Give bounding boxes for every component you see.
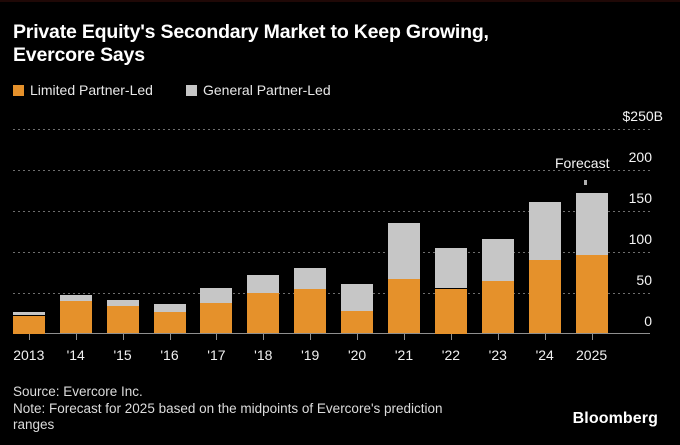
bar-'21-gp-segment — [388, 223, 420, 279]
axis-tick-2013 — [28, 334, 30, 340]
bar-2025-lp-segment — [575, 254, 608, 334]
x-axis-label-'20: '20 — [347, 347, 367, 363]
axis-tick-'18 — [263, 334, 265, 340]
y-axis-label-250: $250B — [622, 107, 663, 124]
bar-'24-lp-segment — [528, 259, 561, 334]
chart-title: Private Equity's Secondary Market to Kee… — [13, 21, 653, 67]
axis-tick-'20 — [357, 334, 359, 340]
x-axis-label-'15: '15 — [113, 347, 132, 363]
axis-tick-'24 — [544, 334, 546, 340]
lp-legend-swatch — [13, 84, 24, 96]
bar-'17-gp-segment — [200, 287, 233, 304]
chart-title-line-2: Evercore Says — [13, 44, 145, 66]
gridline-150 — [13, 210, 650, 212]
chart-title-line-1: Private Equity's Secondary Market to Kee… — [13, 21, 489, 43]
legend-item-gp: General Partner-Led — [186, 82, 331, 98]
bar-'16-gp-segment — [153, 304, 186, 313]
bar-'14-gp-segment — [59, 295, 92, 301]
bar-'18-gp-segment — [247, 274, 280, 294]
gridline-50 — [13, 292, 650, 294]
bar-'22-lp-segment — [434, 288, 467, 334]
x-axis-label-'23: '23 — [488, 347, 507, 363]
bar-'14-lp-segment — [59, 300, 92, 334]
bar-'22-gp-segment — [434, 248, 467, 289]
bar-'21-lp-segment — [388, 278, 420, 334]
axis-tick-'19 — [310, 334, 312, 340]
x-axis-label-'21: '21 — [394, 347, 414, 363]
axis-tick-'15 — [122, 334, 124, 340]
y-axis-label-50: 50 — [636, 271, 652, 288]
axis-tick-2025 — [591, 334, 593, 340]
bloomberg-logo: Bloomberg — [572, 410, 658, 427]
gridline-200 — [13, 169, 650, 171]
axis-tick-'21 — [404, 334, 405, 340]
x-axis-label-2013: 2013 — [13, 347, 45, 363]
gp-legend-swatch — [186, 84, 197, 96]
axis-tick-'23 — [497, 334, 499, 340]
bar-'16-lp-segment — [153, 312, 186, 334]
gp-legend-label: General Partner-Led — [203, 82, 331, 98]
source-note-block: Source: Evercore Inc. Note: Forecast for… — [13, 384, 473, 434]
bar-'23-lp-segment — [481, 281, 514, 334]
top-edge-strip — [0, 0, 680, 2]
bar-'23-gp-segment — [481, 239, 514, 282]
bar-2013-lp-segment — [12, 315, 45, 334]
axis-tick-'16 — [169, 334, 171, 340]
bar-'20-lp-segment — [341, 310, 374, 334]
gridline-250 — [13, 128, 650, 130]
bar-'18-lp-segment — [247, 293, 280, 334]
x-axis-label-'18: '18 — [254, 347, 273, 363]
bar-'15-lp-segment — [106, 305, 139, 334]
x-axis-label-'16: '16 — [160, 347, 179, 363]
bar-'19-gp-segment — [294, 268, 327, 290]
forecast-label: Forecast — [552, 155, 613, 171]
bar-'24-gp-segment — [528, 201, 561, 260]
x-axis-label-2025: 2025 — [576, 347, 608, 363]
x-axis-baseline — [13, 333, 650, 334]
x-axis-label-'19: '19 — [301, 347, 320, 363]
bar-2025-gp-segment — [575, 192, 608, 255]
axis-tick-'17 — [216, 334, 218, 340]
x-axis-label-'24: '24 — [535, 347, 554, 363]
axis-tick-'14 — [75, 334, 77, 340]
lp-legend-label: Limited Partner-Led — [30, 82, 153, 98]
bar-2013-gp-segment — [12, 312, 45, 316]
source-text: Source: Evercore Inc. — [13, 384, 143, 399]
note-text: Note: Forecast for 2025 based on the mid… — [13, 400, 443, 433]
axis-tick-'22 — [450, 334, 452, 340]
bar-'17-lp-segment — [200, 303, 233, 334]
forecast-tick-mark — [584, 180, 587, 185]
legend-item-lp: Limited Partner-Led — [13, 82, 153, 98]
x-axis-label-'17: '17 — [207, 347, 226, 363]
y-axis-label-100: 100 — [628, 230, 652, 247]
bar-'19-lp-segment — [294, 289, 327, 334]
y-axis-label-0: 0 — [644, 312, 652, 329]
x-axis-label-'22: '22 — [441, 347, 461, 363]
y-axis-label-200: 200 — [628, 148, 652, 165]
y-axis-label-150: 150 — [628, 189, 652, 206]
bar-'15-gp-segment — [106, 299, 139, 306]
bar-'20-gp-segment — [341, 284, 374, 311]
x-axis-label-'14: '14 — [66, 347, 85, 363]
gridline-100 — [13, 251, 650, 253]
